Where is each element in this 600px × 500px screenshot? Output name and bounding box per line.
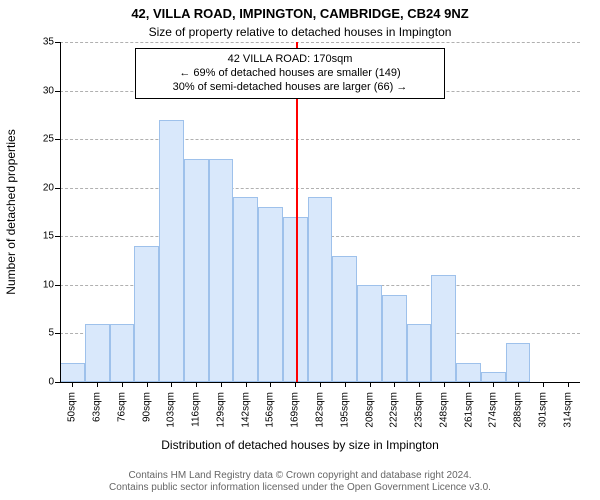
attribution-line: Contains public sector information licen… xyxy=(0,482,600,494)
histogram-bar xyxy=(308,197,333,382)
x-tick-label: 90sqm xyxy=(141,392,152,422)
histogram-bar xyxy=(481,372,506,382)
x-tick-mark xyxy=(270,382,271,387)
x-tick-mark xyxy=(320,382,321,387)
y-axis-title: Number of detached properties xyxy=(4,129,18,294)
x-axis-title: Distribution of detached houses by size … xyxy=(0,438,600,452)
histogram-bar xyxy=(506,343,531,382)
x-tick-mark xyxy=(469,382,470,387)
histogram-bar xyxy=(110,324,135,382)
x-tick-mark xyxy=(518,382,519,387)
x-tick-mark xyxy=(419,382,420,387)
x-tick-mark xyxy=(568,382,569,387)
x-tick-label: 301sqm xyxy=(537,392,548,428)
x-tick-mark xyxy=(295,382,296,387)
x-tick-label: 248sqm xyxy=(438,392,449,428)
x-tick-mark xyxy=(221,382,222,387)
y-tick-label: 5 xyxy=(30,328,54,339)
x-tick-label: 195sqm xyxy=(339,392,350,428)
histogram-bar xyxy=(233,197,258,382)
x-tick-label: 50sqm xyxy=(67,392,78,422)
y-tick-label: 30 xyxy=(30,85,54,96)
x-tick-mark xyxy=(493,382,494,387)
histogram-bar xyxy=(159,120,184,382)
histogram-bar xyxy=(209,159,234,382)
x-tick-mark xyxy=(394,382,395,387)
y-tick-label: 25 xyxy=(30,134,54,145)
x-tick-mark xyxy=(246,382,247,387)
x-tick-label: 235sqm xyxy=(414,392,425,428)
callout-box: 42 VILLA ROAD: 170sqm← 69% of detached h… xyxy=(135,48,445,99)
histogram-bar xyxy=(60,363,85,382)
x-tick-label: 274sqm xyxy=(488,392,499,428)
gridline xyxy=(60,42,580,43)
histogram-bar xyxy=(134,246,159,382)
x-tick-label: 169sqm xyxy=(290,392,301,428)
x-tick-label: 208sqm xyxy=(364,392,375,428)
callout-line: ← 69% of detached houses are smaller (14… xyxy=(146,67,434,81)
x-tick-label: 156sqm xyxy=(265,392,276,428)
histogram-bar xyxy=(85,324,110,382)
callout-line: 30% of semi-detached houses are larger (… xyxy=(146,81,434,95)
x-tick-mark xyxy=(97,382,98,387)
x-tick-label: 63sqm xyxy=(92,392,103,422)
histogram-bar xyxy=(332,256,357,382)
histogram-bar xyxy=(407,324,432,382)
x-tick-label: 129sqm xyxy=(215,392,226,428)
x-tick-label: 288sqm xyxy=(513,392,524,428)
x-tick-mark xyxy=(72,382,73,387)
callout-line: 42 VILLA ROAD: 170sqm xyxy=(146,53,434,67)
x-tick-label: 142sqm xyxy=(240,392,251,428)
x-tick-mark xyxy=(171,382,172,387)
x-tick-label: 116sqm xyxy=(191,392,202,427)
gridline xyxy=(60,139,580,140)
histogram-bar xyxy=(258,207,283,382)
y-tick-label: 20 xyxy=(30,182,54,193)
attribution-line: Contains HM Land Registry data © Crown c… xyxy=(0,470,600,482)
x-tick-label: 314sqm xyxy=(562,392,573,428)
y-tick-label: 10 xyxy=(30,279,54,290)
x-tick-label: 261sqm xyxy=(463,392,474,428)
page-subtitle: Size of property relative to detached ho… xyxy=(0,25,600,39)
histogram-bar xyxy=(357,285,382,382)
attribution-text: Contains HM Land Registry data © Crown c… xyxy=(0,470,600,494)
y-tick-label: 15 xyxy=(30,231,54,242)
histogram-bar xyxy=(431,275,456,382)
gridline xyxy=(60,188,580,189)
y-tick-label: 35 xyxy=(30,37,54,48)
x-tick-mark xyxy=(122,382,123,387)
x-tick-label: 182sqm xyxy=(315,392,326,428)
page-title: 42, VILLA ROAD, IMPINGTON, CAMBRIDGE, CB… xyxy=(0,6,600,21)
page-root: { "title": "42, VILLA ROAD, IMPINGTON, C… xyxy=(0,0,600,500)
y-axis-line xyxy=(60,42,61,382)
x-tick-mark xyxy=(444,382,445,387)
x-tick-mark xyxy=(370,382,371,387)
histogram-bar xyxy=(382,295,407,382)
histogram-bar xyxy=(283,217,308,382)
histogram-bar xyxy=(184,159,209,382)
x-tick-label: 76sqm xyxy=(116,392,127,422)
x-tick-label: 222sqm xyxy=(389,392,400,428)
x-tick-mark xyxy=(345,382,346,387)
y-tick-label: 0 xyxy=(30,377,54,388)
x-tick-mark xyxy=(147,382,148,387)
x-tick-mark xyxy=(543,382,544,387)
histogram-bar xyxy=(456,363,481,382)
x-tick-label: 103sqm xyxy=(166,392,177,428)
x-tick-mark xyxy=(196,382,197,387)
